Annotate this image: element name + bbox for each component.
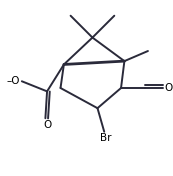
Text: O: O	[43, 120, 51, 130]
Text: –O: –O	[7, 76, 20, 86]
Text: O: O	[164, 83, 172, 93]
Text: Br: Br	[100, 133, 112, 143]
